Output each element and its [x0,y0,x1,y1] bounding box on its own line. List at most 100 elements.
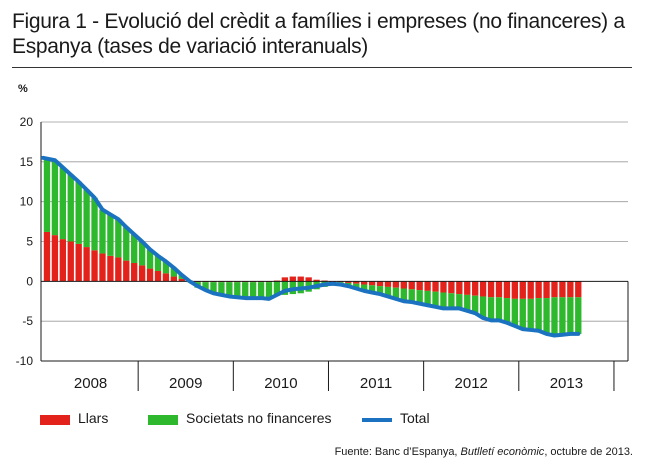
bar-llars [75,243,82,282]
bar-llars [464,281,471,295]
bar-societats [543,298,550,334]
source-publication: Butlletí econòmic [460,446,545,458]
bar-llars [551,281,558,298]
title-underline [12,67,632,68]
bar-llars [487,281,495,298]
bar-societats [83,189,90,248]
bar-llars [123,260,130,282]
y-tick-label: -5 [22,314,33,328]
bar-societats [440,292,447,309]
bar-societats [353,283,360,289]
x-tick-label: 2013 [550,375,583,392]
bar-llars [43,231,51,282]
bar-llars [456,281,463,295]
bar-llars [99,253,106,282]
x-tick-label: 2009 [169,375,202,392]
source-suffix: , octubre de 2013. [544,446,633,458]
bar-llars [138,265,146,282]
y-axis-unit-label: % [18,83,28,95]
y-tick-label: 10 [20,195,34,209]
bar-societats [472,295,479,314]
bar-llars [575,281,582,298]
bar-societats [392,287,400,299]
y-tick-label: 15 [20,155,34,169]
bar-societats [59,167,66,240]
bar-llars [146,268,154,282]
bar-llars [345,281,352,283]
bar-llars [535,281,542,299]
bar-llars [107,255,114,282]
bar-societats [376,286,384,295]
total-line [41,155,581,338]
bar-llars [353,281,360,284]
bar-societats [479,296,487,318]
y-tick-label: 0 [26,274,33,288]
bar-societats [361,284,368,291]
bar-societats [107,214,114,256]
bar-societats [131,234,138,264]
bar-llars [408,281,415,290]
x-tick-label: 2008 [74,375,107,392]
bar-llars [83,247,90,282]
bar-societats [535,298,542,331]
y-tick-label: -10 [16,354,34,368]
legend-label-societats: Societats no financeres [186,410,332,426]
legend-label-total: Total [400,410,430,426]
bar-llars [527,281,534,299]
x-tick-label: 2012 [455,375,488,392]
bar-societats [67,174,74,242]
bar-llars [281,277,289,282]
bar-llars [131,263,138,282]
bar-societats [432,291,439,307]
bar-societats [75,181,82,244]
source-prefix: Fuente: Banc d’Espanya, [334,446,461,458]
bar-societats [265,282,273,299]
bar-societats [495,297,503,321]
bar-llars [162,273,170,282]
bar-llars [495,281,503,298]
bar-llars [416,281,423,291]
bar-llars [432,281,439,292]
bar-societats [210,282,217,294]
bar-societats [226,282,233,297]
bar-societats [527,298,534,330]
x-tick-label: 2010 [264,375,297,392]
bar-llars [59,239,66,282]
bar-llars [170,276,178,282]
total-line-series [41,155,581,338]
bar-llars [115,257,122,282]
bar-societats [162,261,170,274]
y-tick-label: 5 [26,235,33,249]
bar-societats [511,298,518,326]
bar-llars [361,281,368,285]
bar-llars [313,279,320,282]
bar-societats [448,293,455,309]
bar-societats [146,249,154,269]
bar-societats [138,241,146,266]
y-tick-labels: 20 15 10 5 0 -5 -10 [16,115,34,368]
bar-series [43,157,582,336]
bar-societats [281,281,289,295]
legend-swatch-societats [148,415,178,425]
bar-societats [551,297,558,336]
bar-societats [249,282,257,299]
bar-llars [559,281,566,298]
bar-llars [297,276,304,282]
legend-label-llars: Llars [78,410,109,426]
bar-llars [289,276,296,282]
y-tick-label: 20 [20,115,34,129]
bar-llars [519,281,526,299]
bar-societats [273,281,281,296]
bar-llars [51,235,59,282]
bar-societats [257,282,265,299]
bar-llars [567,281,574,298]
bar-societats [408,289,415,303]
bar-societats [123,227,130,261]
bar-llars [424,281,431,291]
chart-title: Figura 1 - Evolució del crèdit a famílie… [12,10,625,58]
bar-societats [519,298,526,330]
bar-llars [479,281,487,297]
bar-societats [567,297,574,334]
bar-societats [242,282,249,299]
